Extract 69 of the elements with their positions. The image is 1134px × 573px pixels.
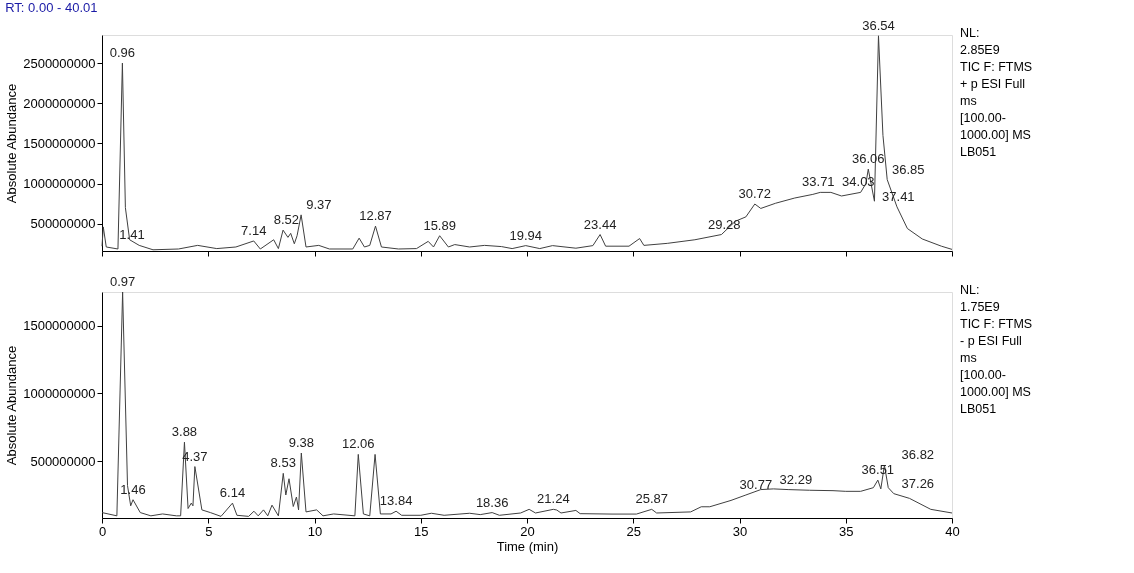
x-tick-label: 25	[626, 523, 641, 539]
annotation: 30.72	[738, 186, 772, 202]
annotation: 3.88	[171, 424, 198, 440]
annotation: 29.28	[707, 216, 741, 232]
x-tick-label: 35	[839, 523, 854, 539]
y-tick-label: 1500000000	[23, 135, 96, 151]
x-tick-label: 10	[307, 523, 323, 539]
x-tick-label: 20	[520, 523, 535, 539]
annotation: 30.77	[739, 476, 773, 492]
y-axis-title: Absolute Abundance	[4, 83, 20, 204]
text: 1000.00] MS	[960, 128, 1031, 142]
text: 2.85E9	[960, 43, 1000, 57]
x-axis-title: Time (min)	[496, 538, 559, 554]
annotation: 8.53	[270, 455, 296, 471]
x-tick-label: 40	[945, 523, 960, 539]
annotation: 6.14	[219, 485, 246, 501]
annotation: 13.84	[379, 493, 413, 509]
annotation: 1.46	[120, 481, 146, 497]
annotation: 8.52	[273, 212, 299, 228]
text: LB051	[960, 145, 997, 159]
text: 1.75E9	[960, 300, 1000, 314]
annotation: 1.41	[119, 227, 145, 243]
y-tick-label: 2000000000	[23, 95, 96, 111]
annotation: 19.94	[509, 227, 542, 243]
y-tick-label: 1000000000	[23, 386, 96, 401]
annotation: 21.24	[537, 491, 570, 507]
x-tick-label: 15	[414, 523, 429, 539]
text: [100.00-	[960, 368, 1006, 382]
annotation: 12.87	[359, 208, 392, 224]
annotation: 4.37	[182, 448, 208, 464]
annotation: 9.37	[306, 196, 332, 212]
annotation: 9.38	[288, 435, 314, 451]
annotation: 0.96	[109, 45, 136, 61]
text: TIC F: FTMS	[960, 317, 1033, 331]
y-axis-title: Absolute Abundance	[4, 345, 20, 466]
text: ms	[960, 351, 977, 365]
x-tick-label: 5	[205, 523, 213, 539]
y-tick-label: 1500000000	[23, 318, 96, 334]
y-tick-label: 500000000	[30, 216, 96, 232]
text: + p ESI Full	[960, 77, 1025, 91]
annotation: 36.54	[862, 17, 895, 33]
text: TIC F: FTMS	[960, 60, 1033, 74]
y-tick-label: 2500000000	[23, 55, 96, 71]
text: - p ESI Full	[960, 334, 1022, 348]
text: [100.00-	[960, 111, 1006, 125]
annotation: 25.87	[635, 491, 669, 507]
annotation: 7.14	[241, 222, 267, 238]
annotation: 37.41	[882, 188, 915, 204]
text: LB051	[960, 402, 997, 416]
text: ms	[960, 94, 977, 108]
annotation: 37.26	[901, 475, 935, 491]
x-tick-label: 30	[732, 523, 748, 539]
text: NL:	[960, 26, 980, 40]
text: NL:	[960, 283, 980, 297]
annotation: 36.85	[892, 161, 925, 177]
annotation: 33.71	[802, 174, 835, 190]
annotation: 18.36	[475, 494, 509, 510]
annotation: 0.97	[109, 274, 136, 289]
y-tick-label: 1000000000	[23, 176, 96, 192]
chart-title: RT: 0.00 - 40.01	[5, 0, 98, 16]
annotation: 23.44	[583, 216, 617, 232]
y-tick-label: 500000000	[30, 453, 96, 469]
annotation: 34.03	[842, 174, 875, 190]
annotation: 15.89	[423, 217, 456, 233]
x-tick-label: 0	[98, 523, 107, 539]
annotation: 36.82	[901, 447, 935, 463]
text: 1000.00] MS	[960, 385, 1031, 399]
annotation: 12.06	[342, 436, 375, 452]
annotation: 32.29	[779, 471, 813, 487]
